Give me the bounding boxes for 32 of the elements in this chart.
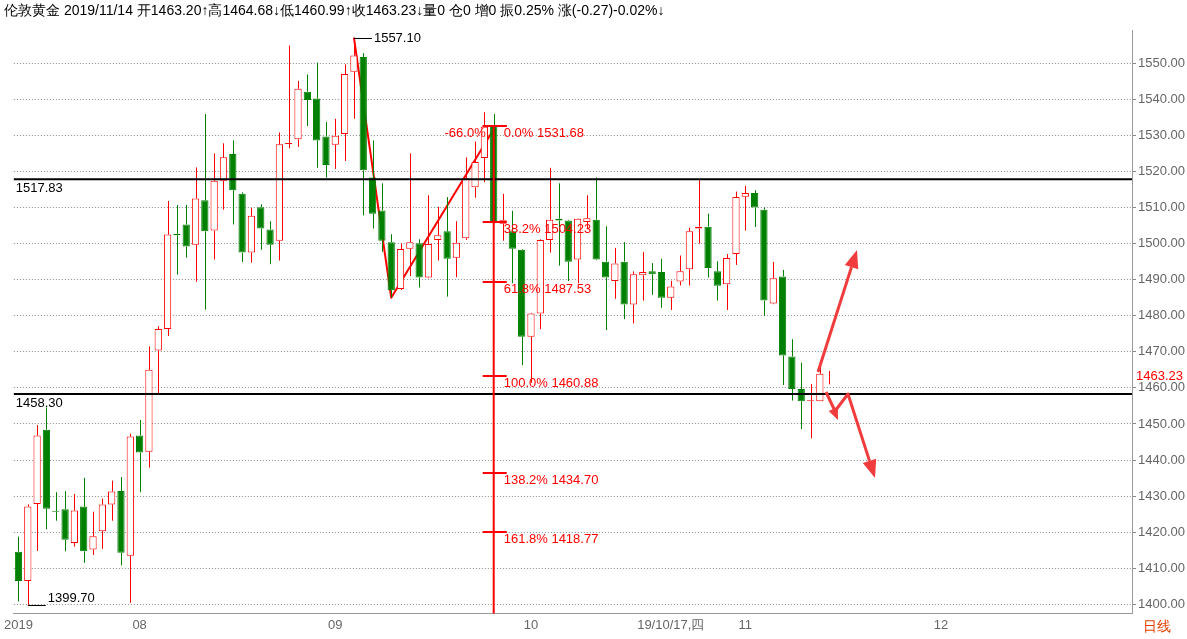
y-tick-label: 1400.00 xyxy=(1138,595,1186,611)
y-tick-label: 1450.00 xyxy=(1138,415,1186,431)
x-tick-label: 11 xyxy=(738,616,753,632)
chart-title: 伦敦黄金 2019/11/14 开1463.20↑高1464.68↓低1460.99↑收1463.23↓量0 仓0 增0 振0.25% 涨(-0.27)-0.02%↓ xyxy=(4,2,665,20)
ref-line-label: 1517.83 xyxy=(15,180,63,196)
x-tick-label: 08 xyxy=(132,616,147,632)
ref-line-label: 1458.30 xyxy=(15,395,63,411)
y-tick-label: 1500.00 xyxy=(1138,235,1186,251)
text: 日线 xyxy=(1143,618,1171,636)
y-tick-label: 1550.00 xyxy=(1138,54,1186,70)
y-tick-label: 1420.00 xyxy=(1138,523,1186,539)
annotation: 0.0% 1531.68 xyxy=(503,124,584,140)
annotation: 138.2% 1434.70 xyxy=(503,471,599,487)
x-tick-label: 2019 xyxy=(4,616,33,632)
y-tick-label: 1470.00 xyxy=(1138,343,1186,359)
y-tick-label: 1540.00 xyxy=(1138,90,1186,106)
y-tick-label: 1520.00 xyxy=(1138,163,1186,179)
annotation: 1557.10 xyxy=(373,30,421,46)
x-tick-label: 19/10/17,四 xyxy=(637,616,705,632)
y-tick-label: 1440.00 xyxy=(1138,451,1186,467)
annotation: 100.0% 1460.88 xyxy=(503,374,599,390)
annotation: 1399.70 xyxy=(47,589,95,605)
y-tick-label: 1530.00 xyxy=(1138,126,1186,142)
y-tick-label: 1430.00 xyxy=(1138,487,1186,503)
y-tick-label: 1510.00 xyxy=(1138,199,1186,215)
x-tick-label: 10 xyxy=(523,616,539,632)
y-tick-label: 1490.00 xyxy=(1138,271,1186,287)
x-tick-label: 09 xyxy=(328,616,343,632)
annotation: 161.8% 1418.77 xyxy=(503,530,599,546)
y-tick-label: 1480.00 xyxy=(1138,307,1186,323)
y-tick-label: 1410.00 xyxy=(1138,559,1186,575)
x-tick-label: 12 xyxy=(933,616,949,632)
